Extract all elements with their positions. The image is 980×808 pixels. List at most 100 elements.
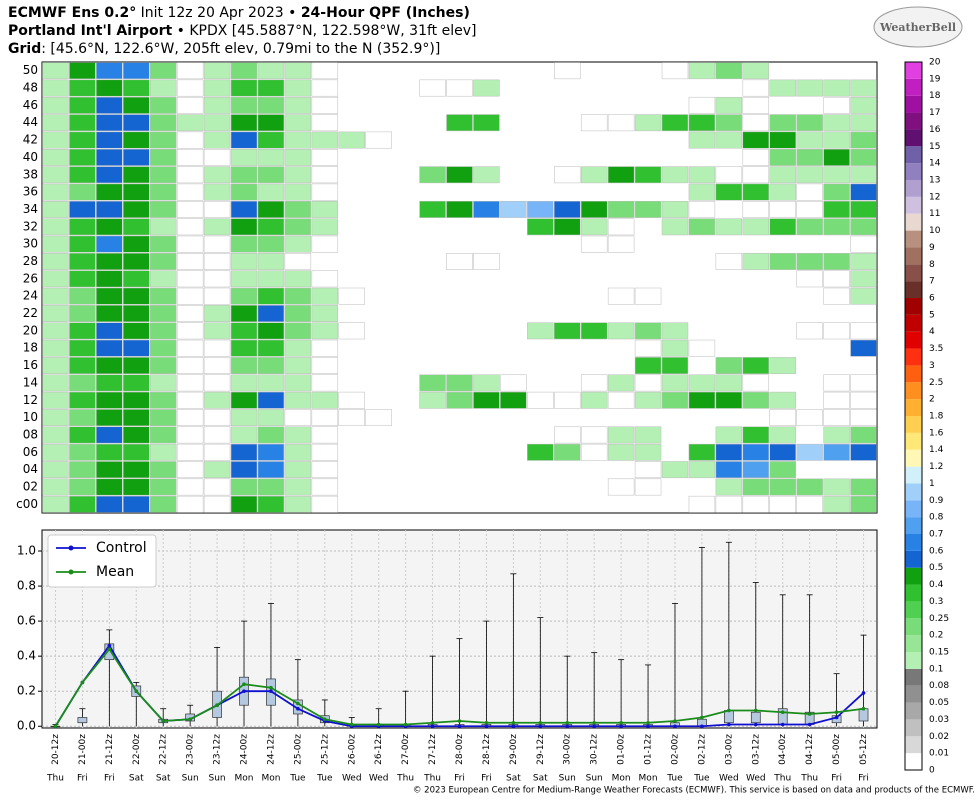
series-point xyxy=(538,724,543,729)
box xyxy=(858,708,869,722)
cell xyxy=(257,357,285,374)
cell xyxy=(580,426,608,444)
series-point xyxy=(834,710,839,715)
cell xyxy=(688,218,716,236)
cell xyxy=(96,270,123,288)
cell xyxy=(850,495,877,513)
colorbar-label: 16 xyxy=(929,125,941,135)
colorbar-label: 4 xyxy=(929,327,935,337)
cell xyxy=(607,201,635,218)
cell xyxy=(769,495,796,513)
cell xyxy=(42,409,69,427)
cell xyxy=(230,322,258,340)
cell xyxy=(42,183,69,201)
colorbar-label: 11 xyxy=(929,209,940,219)
colorbar-swatch xyxy=(905,163,922,180)
cell xyxy=(284,270,312,288)
cell xyxy=(96,409,123,427)
cell xyxy=(42,166,69,184)
cell xyxy=(688,495,716,513)
series-point xyxy=(861,706,866,711)
cell xyxy=(715,391,743,409)
cell xyxy=(284,166,312,184)
cell xyxy=(230,235,258,253)
cell xyxy=(176,131,204,149)
cell xyxy=(796,253,823,270)
cell xyxy=(96,79,123,97)
cell xyxy=(500,374,527,392)
grid-info: : [45.6°N, 122.6°W, 205ft elev, 0.79mi t… xyxy=(41,41,440,57)
series-point xyxy=(619,720,623,725)
cell xyxy=(580,374,608,392)
cell xyxy=(850,114,877,132)
cell xyxy=(284,131,312,149)
day-label: Wed xyxy=(719,774,739,784)
cell xyxy=(823,495,850,513)
series-point xyxy=(53,724,58,729)
cell xyxy=(284,114,312,132)
cell xyxy=(715,96,743,114)
cell xyxy=(823,391,850,409)
cell xyxy=(176,235,204,253)
colorbar-label: 13 xyxy=(929,176,940,186)
colorbar-label: 0.01 xyxy=(929,749,949,759)
cell xyxy=(715,443,743,461)
row-label: 04 xyxy=(23,462,38,476)
row-label: 16 xyxy=(23,358,38,372)
cell xyxy=(42,357,69,374)
cell xyxy=(123,409,150,427)
colorbar-swatch xyxy=(905,129,922,147)
cell xyxy=(715,374,743,392)
init: Init 12z 20 Apr 2023 • xyxy=(136,5,301,21)
cell xyxy=(96,148,123,166)
cell xyxy=(688,166,716,184)
colorbar-swatch xyxy=(905,466,922,484)
cell xyxy=(176,495,204,513)
cell xyxy=(203,148,231,166)
cell xyxy=(823,253,850,270)
cell xyxy=(661,201,689,218)
cell xyxy=(311,409,339,427)
colorbar-label: 0.6 xyxy=(929,546,944,556)
cell xyxy=(527,443,554,461)
cell xyxy=(311,478,339,496)
cell xyxy=(123,79,150,97)
cell xyxy=(311,96,339,114)
cell xyxy=(580,166,608,184)
cell xyxy=(42,374,69,392)
header-line-2: Portland Int'l Airport • KPDX [45.5887°N… xyxy=(8,23,476,39)
cell xyxy=(607,166,635,184)
y-tick-label: 0.6 xyxy=(17,614,36,628)
row-label: c00 xyxy=(16,497,38,511)
colorbar-swatch xyxy=(905,247,922,265)
cell xyxy=(715,183,743,201)
cell xyxy=(554,322,581,340)
x-tick-label: 29-00z xyxy=(509,734,519,765)
cell xyxy=(69,461,96,479)
cell xyxy=(527,201,554,218)
y-tick-label: 0.4 xyxy=(17,649,36,663)
row-label: 20 xyxy=(23,323,38,337)
day-label: Sat xyxy=(129,774,144,784)
cell xyxy=(149,201,177,218)
series-point xyxy=(403,722,408,727)
cell xyxy=(823,96,850,114)
cell xyxy=(446,201,473,218)
colorbar-swatch xyxy=(905,635,922,652)
x-tick-label: 01-00z xyxy=(617,734,627,765)
cell xyxy=(149,96,177,114)
colorbar-label: 1.2 xyxy=(929,462,943,472)
colorbar-label: 0.02 xyxy=(929,732,949,742)
cell xyxy=(742,253,770,270)
day-label: Fri xyxy=(454,774,465,784)
row-label: 08 xyxy=(23,427,38,441)
day-label: Sun xyxy=(586,774,603,784)
cell xyxy=(42,478,69,496)
cell xyxy=(230,253,258,270)
cell xyxy=(500,391,527,409)
x-tick-label: 27-00z xyxy=(401,734,411,765)
cell xyxy=(850,374,877,392)
cell xyxy=(284,426,312,444)
cell xyxy=(96,62,123,80)
cell xyxy=(311,79,339,97)
